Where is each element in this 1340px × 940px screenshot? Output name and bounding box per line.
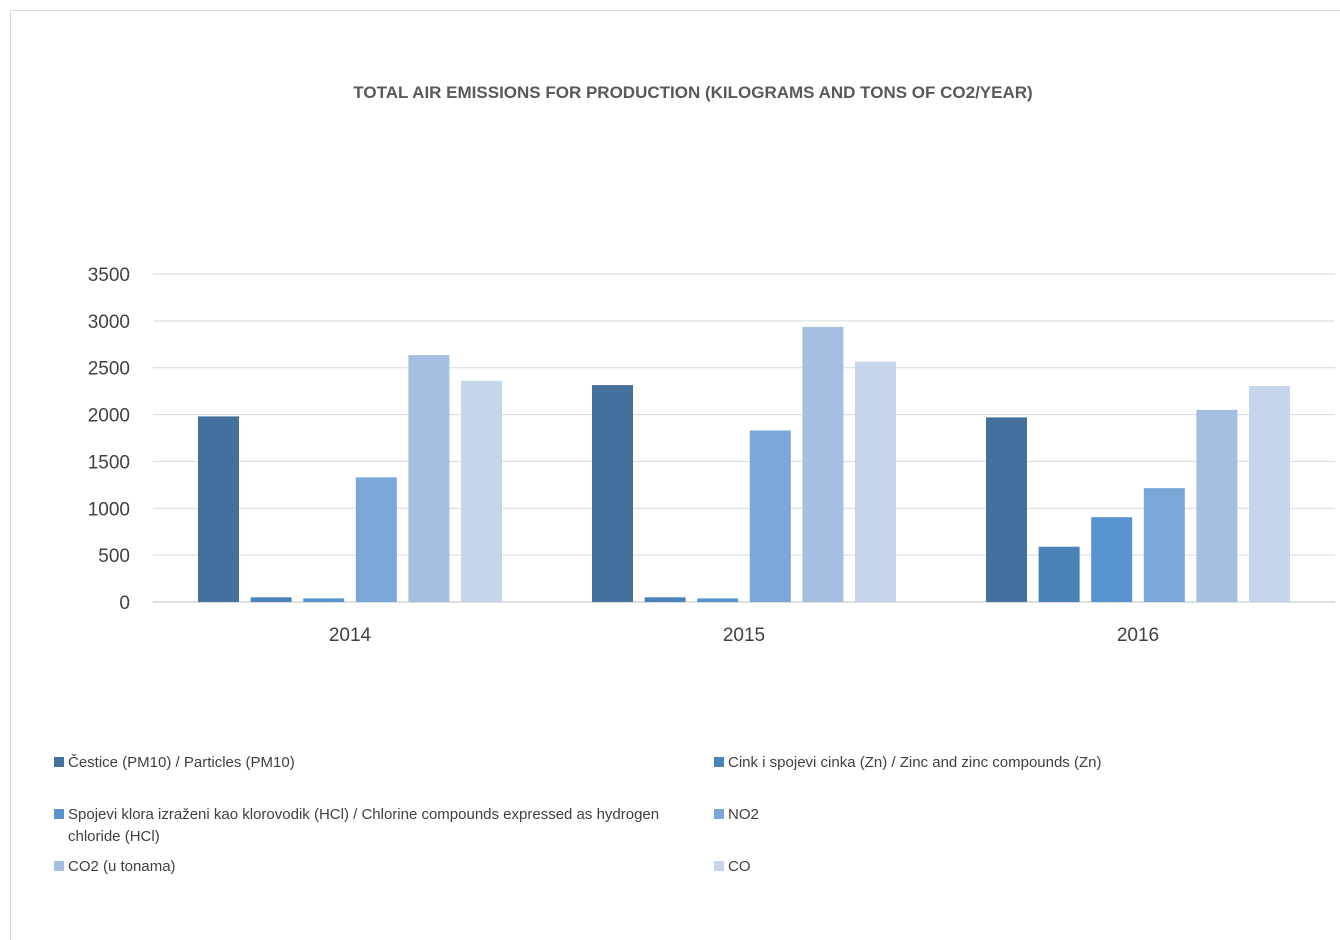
bar-2015-series-5	[855, 361, 896, 602]
y-tick-label: 3500	[88, 265, 130, 286]
legend-swatch-icon	[54, 809, 64, 819]
bar-2014-series-3	[355, 477, 397, 602]
legend-label: Spojevi klora izraženi kao klorovodik (H…	[68, 806, 660, 845]
chart-frame	[10, 10, 1340, 940]
legend-item-co2: CO2 (u tonama)	[54, 856, 654, 878]
legend-label: Cink i spojevi cinka (Zn) / Zinc and zin…	[728, 754, 1102, 771]
y-tick-label: 2500	[88, 359, 130, 380]
y-tick-label: 2000	[88, 406, 130, 427]
x-tick-label: 2014	[329, 625, 372, 646]
legend-label: CO	[728, 858, 751, 875]
legend-swatch-icon	[714, 809, 724, 819]
legend-item-no2: NO2	[714, 804, 1314, 826]
y-tick-label: 0	[119, 593, 130, 614]
x-tick-label: 2016	[1117, 625, 1159, 646]
bar-2015-series-1	[644, 597, 686, 602]
legend-item-co: CO	[714, 856, 1314, 878]
y-tick-label: 1500	[88, 452, 130, 473]
bar-2014-series-2	[303, 598, 345, 602]
bar-2015-series-2	[697, 598, 739, 602]
bar-2014-series-1	[250, 597, 292, 602]
bar-2016-series-2	[1091, 517, 1133, 602]
legend-swatch-icon	[54, 861, 64, 871]
bar-2016-series-3	[1143, 488, 1185, 602]
legend-swatch-icon	[714, 757, 724, 767]
legend-swatch-icon	[714, 861, 724, 871]
bar-2014-series-0	[198, 416, 239, 602]
x-axis-ticks: 2014 2015 2016	[329, 625, 1159, 646]
legend-label: NO2	[728, 806, 759, 823]
chart-title: TOTAL AIR EMISSIONS FOR PRODUCTION (KILO…	[353, 83, 1032, 102]
bar-2014-series-5	[461, 380, 502, 602]
bar-2016-series-0	[986, 417, 1027, 602]
legend-item-particles: Čestice (PM10) / Particles (PM10)	[54, 752, 674, 774]
y-tick-label: 500	[98, 546, 130, 567]
legend-item-chlorine: Spojevi klora izraženi kao klorovodik (H…	[54, 804, 668, 848]
bar-2015-series-3	[749, 430, 791, 602]
y-tick-label: 3000	[88, 312, 130, 333]
bar-2015-series-0	[592, 385, 633, 602]
y-tick-label: 1000	[88, 499, 130, 520]
y-axis-ticks: 0 500 1000 1500 2000 2500 3000 3500	[88, 265, 130, 614]
bar-2016-series-4	[1196, 409, 1238, 602]
legend-label: Čestice (PM10) / Particles (PM10)	[68, 754, 295, 771]
bar-2016-series-5	[1249, 386, 1290, 602]
bars	[198, 326, 1290, 602]
grid-lines	[153, 273, 1335, 603]
bar-2014-series-4	[408, 355, 450, 602]
x-tick-label: 2015	[723, 625, 765, 646]
bar-2015-series-4	[802, 326, 844, 602]
legend-item-zinc: Cink i spojevi cinka (Zn) / Zinc and zin…	[714, 752, 1314, 774]
legend-swatch-icon	[54, 757, 64, 767]
legend-label: CO2 (u tonama)	[68, 858, 176, 875]
bar-2016-series-1	[1038, 546, 1080, 602]
